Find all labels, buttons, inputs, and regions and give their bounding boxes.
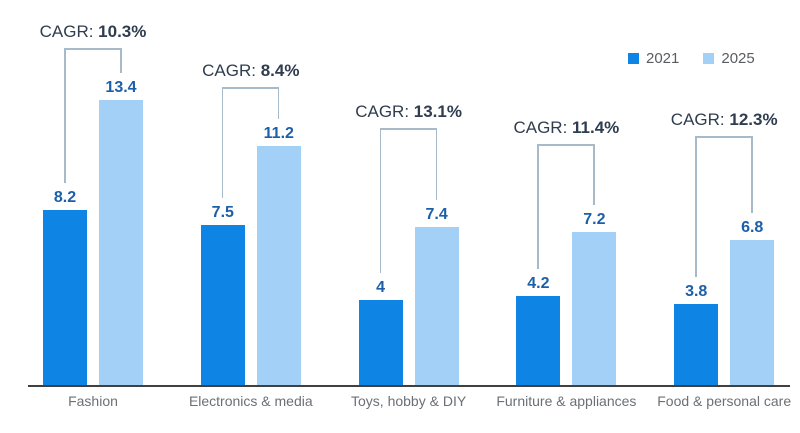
bar-2025-3	[572, 231, 617, 385]
legend-label-2021: 2021	[646, 50, 680, 67]
cagr-bracket-left-0	[64, 48, 66, 184]
cagr-bracket-top-0	[64, 48, 122, 50]
cagr-label-2: CAGR: 13.1%	[319, 101, 499, 122]
bar-2021-3	[516, 295, 561, 385]
value-label-2021-2: 4	[376, 278, 386, 296]
bar-2025-2	[414, 227, 459, 385]
chart-legend: 2021 2025	[628, 50, 755, 67]
cagr-prefix: CAGR:	[39, 22, 99, 41]
cagr-value: 12.3%	[729, 110, 778, 129]
cagr-bracket-left-2	[379, 128, 382, 273]
cagr-bracket-right-4	[751, 136, 753, 214]
cagr-label-1: CAGR: 8.4%	[161, 60, 341, 81]
value-label-2021-3: 4.2	[527, 274, 550, 292]
legend-marker-2021	[628, 53, 639, 64]
legend-label-2025: 2025	[721, 50, 755, 67]
value-label-2021-0: 8.2	[53, 189, 77, 207]
cagr-bracket-right-0	[120, 48, 122, 73]
cagr-bracket-left-1	[221, 87, 224, 199]
bar-2021-4	[674, 304, 719, 385]
cagr-value: 11.4%	[572, 118, 620, 137]
cagr-value: 13.1%	[413, 102, 462, 121]
cagr-label-0: CAGR: 10.3%	[3, 21, 183, 42]
category-label-1: Electronics & media	[188, 393, 313, 409]
value-label-2021-4: 3.8	[685, 283, 708, 301]
category-label-0: Fashion	[68, 393, 118, 409]
bar-2021-2	[358, 299, 403, 385]
value-label-2025-0: 13.4	[105, 78, 137, 96]
value-label-2021-1: 7.5	[211, 204, 234, 222]
legend-item-2021[interactable]: 2021	[628, 50, 679, 67]
bar-2025-4	[730, 240, 775, 385]
cagr-bracket-right-3	[593, 144, 595, 205]
value-label-2025-2: 7.4	[425, 206, 448, 224]
cagr-value: 8.4%	[260, 61, 300, 80]
value-label-2025-3: 7.2	[583, 210, 606, 228]
legend-item-2025[interactable]: 2025	[703, 50, 755, 67]
bar-2025-1	[256, 146, 301, 385]
cagr-bracket-left-4	[695, 136, 697, 278]
cagr-bracket-top-4	[695, 136, 753, 138]
cagr-label-4: CAGR: 12.3%	[634, 109, 800, 130]
bar-2025-0	[99, 99, 143, 385]
cagr-bracket-right-2	[435, 128, 438, 201]
x-axis-line	[28, 385, 790, 387]
value-label-2025-1: 11.2	[263, 125, 294, 143]
bar-2021-1	[200, 225, 245, 385]
cagr-bracket-top-1	[221, 87, 280, 89]
cagr-prefix: CAGR:	[355, 102, 414, 121]
cagr-bracket-top-3	[537, 144, 595, 146]
cagr-prefix: CAGR:	[513, 118, 573, 137]
category-label-2: Toys, hobby & DIY	[351, 393, 467, 409]
cagr-prefix: CAGR:	[670, 110, 730, 129]
cagr-prefix: CAGR:	[202, 61, 261, 80]
cagr-bracket-left-3	[537, 144, 539, 269]
bar-2021-0	[43, 210, 87, 385]
legend-marker-2025	[703, 53, 715, 64]
cagr-label-3: CAGR: 11.4%	[476, 117, 656, 138]
value-label-2025-4: 6.8	[741, 219, 764, 237]
category-label-4: Food & personal care	[657, 393, 792, 409]
category-label-3: Furniture & appliances	[496, 393, 637, 409]
cagr-value: 10.3%	[98, 22, 147, 41]
cagr-bracket-top-2	[379, 128, 438, 130]
cagr-bracket-right-1	[277, 87, 280, 120]
